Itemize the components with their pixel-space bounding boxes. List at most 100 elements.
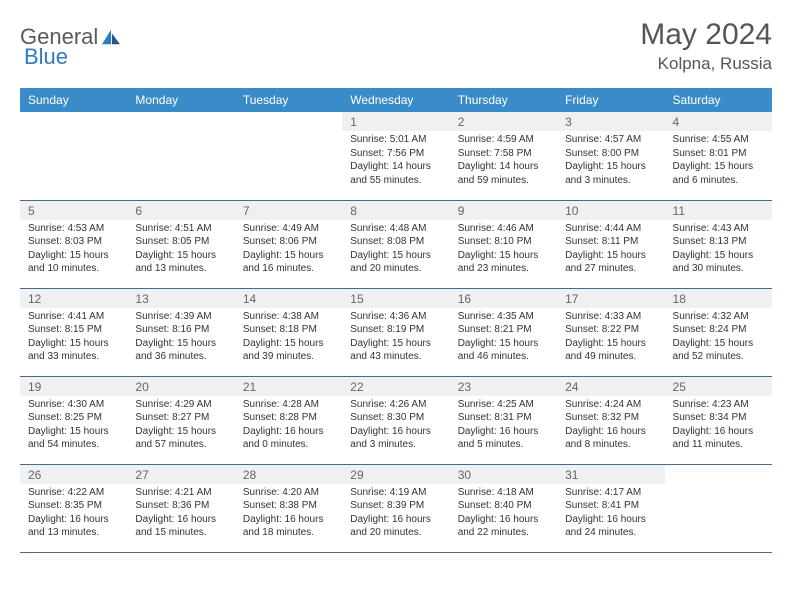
calendar-week-row: 1Sunrise: 5:01 AMSunset: 7:56 PMDaylight… bbox=[20, 112, 772, 200]
day-number: 27 bbox=[127, 465, 234, 484]
sunset-text: Sunset: 8:13 PM bbox=[673, 235, 764, 249]
sunset-text: Sunset: 8:22 PM bbox=[565, 323, 656, 337]
day-number: 1 bbox=[342, 112, 449, 131]
weekday-header: Saturday bbox=[665, 88, 772, 112]
calendar-day-cell: 18Sunrise: 4:32 AMSunset: 8:24 PMDayligh… bbox=[665, 288, 772, 376]
day-content: Sunrise: 4:24 AMSunset: 8:32 PMDaylight:… bbox=[557, 396, 664, 456]
daylight-text: Daylight: 15 hours and 23 minutes. bbox=[458, 249, 549, 276]
calendar-day-cell: 31Sunrise: 4:17 AMSunset: 8:41 PMDayligh… bbox=[557, 464, 664, 552]
day-content: Sunrise: 4:41 AMSunset: 8:15 PMDaylight:… bbox=[20, 308, 127, 368]
day-number: 17 bbox=[557, 289, 664, 308]
day-content: Sunrise: 4:48 AMSunset: 8:08 PMDaylight:… bbox=[342, 220, 449, 280]
day-content: Sunrise: 4:36 AMSunset: 8:19 PMDaylight:… bbox=[342, 308, 449, 368]
daylight-text: Daylight: 15 hours and 43 minutes. bbox=[350, 337, 441, 364]
day-number: 30 bbox=[450, 465, 557, 484]
daylight-text: Daylight: 15 hours and 20 minutes. bbox=[350, 249, 441, 276]
daylight-text: Daylight: 16 hours and 13 minutes. bbox=[28, 513, 119, 540]
daylight-text: Daylight: 16 hours and 8 minutes. bbox=[565, 425, 656, 452]
daylight-text: Daylight: 14 hours and 59 minutes. bbox=[458, 160, 549, 187]
daylight-text: Daylight: 15 hours and 16 minutes. bbox=[243, 249, 334, 276]
daylight-text: Daylight: 15 hours and 39 minutes. bbox=[243, 337, 334, 364]
sunrise-text: Sunrise: 4:57 AM bbox=[565, 133, 656, 147]
daylight-text: Daylight: 15 hours and 10 minutes. bbox=[28, 249, 119, 276]
calendar-day-cell: 15Sunrise: 4:36 AMSunset: 8:19 PMDayligh… bbox=[342, 288, 449, 376]
calendar-week-row: 26Sunrise: 4:22 AMSunset: 8:35 PMDayligh… bbox=[20, 464, 772, 552]
day-content: Sunrise: 4:59 AMSunset: 7:58 PMDaylight:… bbox=[450, 131, 557, 191]
day-number: 26 bbox=[20, 465, 127, 484]
sunset-text: Sunset: 8:10 PM bbox=[458, 235, 549, 249]
calendar-week-row: 5Sunrise: 4:53 AMSunset: 8:03 PMDaylight… bbox=[20, 200, 772, 288]
calendar-day-cell: 30Sunrise: 4:18 AMSunset: 8:40 PMDayligh… bbox=[450, 464, 557, 552]
day-content: Sunrise: 4:32 AMSunset: 8:24 PMDaylight:… bbox=[665, 308, 772, 368]
sunrise-text: Sunrise: 4:19 AM bbox=[350, 486, 441, 500]
daylight-text: Daylight: 16 hours and 11 minutes. bbox=[673, 425, 764, 452]
daylight-text: Daylight: 15 hours and 52 minutes. bbox=[673, 337, 764, 364]
day-content: Sunrise: 4:20 AMSunset: 8:38 PMDaylight:… bbox=[235, 484, 342, 544]
day-content: Sunrise: 4:23 AMSunset: 8:34 PMDaylight:… bbox=[665, 396, 772, 456]
day-content: Sunrise: 5:01 AMSunset: 7:56 PMDaylight:… bbox=[342, 131, 449, 191]
calendar-day-cell: 21Sunrise: 4:28 AMSunset: 8:28 PMDayligh… bbox=[235, 376, 342, 464]
calendar-day-cell: 3Sunrise: 4:57 AMSunset: 8:00 PMDaylight… bbox=[557, 112, 664, 200]
calendar-day-cell: 16Sunrise: 4:35 AMSunset: 8:21 PMDayligh… bbox=[450, 288, 557, 376]
calendar-day-cell bbox=[127, 112, 234, 200]
daylight-text: Daylight: 16 hours and 22 minutes. bbox=[458, 513, 549, 540]
sunset-text: Sunset: 8:35 PM bbox=[28, 499, 119, 513]
calendar-day-cell bbox=[20, 112, 127, 200]
calendar-day-cell: 17Sunrise: 4:33 AMSunset: 8:22 PMDayligh… bbox=[557, 288, 664, 376]
daylight-text: Daylight: 15 hours and 6 minutes. bbox=[673, 160, 764, 187]
calendar-day-cell bbox=[235, 112, 342, 200]
daylight-text: Daylight: 15 hours and 36 minutes. bbox=[135, 337, 226, 364]
day-number: 24 bbox=[557, 377, 664, 396]
day-number: 5 bbox=[20, 201, 127, 220]
day-number: 13 bbox=[127, 289, 234, 308]
calendar-day-cell: 20Sunrise: 4:29 AMSunset: 8:27 PMDayligh… bbox=[127, 376, 234, 464]
daylight-text: Daylight: 16 hours and 5 minutes. bbox=[458, 425, 549, 452]
day-content: Sunrise: 4:35 AMSunset: 8:21 PMDaylight:… bbox=[450, 308, 557, 368]
sunrise-text: Sunrise: 4:26 AM bbox=[350, 398, 441, 412]
logo-sail-icon bbox=[100, 28, 122, 46]
calendar-day-cell: 2Sunrise: 4:59 AMSunset: 7:58 PMDaylight… bbox=[450, 112, 557, 200]
sunrise-text: Sunrise: 4:23 AM bbox=[673, 398, 764, 412]
sunset-text: Sunset: 8:03 PM bbox=[28, 235, 119, 249]
title-block: May 2024 Kolpna, Russia bbox=[640, 18, 772, 74]
sunset-text: Sunset: 8:19 PM bbox=[350, 323, 441, 337]
day-content: Sunrise: 4:44 AMSunset: 8:11 PMDaylight:… bbox=[557, 220, 664, 280]
day-number: 2 bbox=[450, 112, 557, 131]
logo-text-2: Blue bbox=[24, 44, 68, 69]
calendar-day-cell: 26Sunrise: 4:22 AMSunset: 8:35 PMDayligh… bbox=[20, 464, 127, 552]
daylight-text: Daylight: 15 hours and 57 minutes. bbox=[135, 425, 226, 452]
calendar-week-row: 12Sunrise: 4:41 AMSunset: 8:15 PMDayligh… bbox=[20, 288, 772, 376]
sunset-text: Sunset: 8:18 PM bbox=[243, 323, 334, 337]
sunset-text: Sunset: 8:31 PM bbox=[458, 411, 549, 425]
calendar-day-cell: 10Sunrise: 4:44 AMSunset: 8:11 PMDayligh… bbox=[557, 200, 664, 288]
daylight-text: Daylight: 15 hours and 33 minutes. bbox=[28, 337, 119, 364]
weekday-header: Monday bbox=[127, 88, 234, 112]
sunrise-text: Sunrise: 4:18 AM bbox=[458, 486, 549, 500]
sunrise-text: Sunrise: 4:24 AM bbox=[565, 398, 656, 412]
sunrise-text: Sunrise: 4:46 AM bbox=[458, 222, 549, 236]
calendar-day-cell: 12Sunrise: 4:41 AMSunset: 8:15 PMDayligh… bbox=[20, 288, 127, 376]
daylight-text: Daylight: 16 hours and 0 minutes. bbox=[243, 425, 334, 452]
day-content: Sunrise: 4:49 AMSunset: 8:06 PMDaylight:… bbox=[235, 220, 342, 280]
daylight-text: Daylight: 16 hours and 18 minutes. bbox=[243, 513, 334, 540]
sunrise-text: Sunrise: 4:33 AM bbox=[565, 310, 656, 324]
day-content: Sunrise: 4:46 AMSunset: 8:10 PMDaylight:… bbox=[450, 220, 557, 280]
day-content: Sunrise: 4:30 AMSunset: 8:25 PMDaylight:… bbox=[20, 396, 127, 456]
day-content: Sunrise: 4:21 AMSunset: 8:36 PMDaylight:… bbox=[127, 484, 234, 544]
sunset-text: Sunset: 8:25 PM bbox=[28, 411, 119, 425]
day-number: 7 bbox=[235, 201, 342, 220]
calendar-day-cell: 8Sunrise: 4:48 AMSunset: 8:08 PMDaylight… bbox=[342, 200, 449, 288]
weekday-header: Tuesday bbox=[235, 88, 342, 112]
sunset-text: Sunset: 8:28 PM bbox=[243, 411, 334, 425]
calendar-day-cell: 9Sunrise: 4:46 AMSunset: 8:10 PMDaylight… bbox=[450, 200, 557, 288]
day-number: 23 bbox=[450, 377, 557, 396]
day-number: 20 bbox=[127, 377, 234, 396]
sunrise-text: Sunrise: 4:17 AM bbox=[565, 486, 656, 500]
sunset-text: Sunset: 8:15 PM bbox=[28, 323, 119, 337]
day-number: 25 bbox=[665, 377, 772, 396]
sunrise-text: Sunrise: 4:48 AM bbox=[350, 222, 441, 236]
day-content: Sunrise: 4:53 AMSunset: 8:03 PMDaylight:… bbox=[20, 220, 127, 280]
calendar-day-cell: 27Sunrise: 4:21 AMSunset: 8:36 PMDayligh… bbox=[127, 464, 234, 552]
sunrise-text: Sunrise: 4:25 AM bbox=[458, 398, 549, 412]
calendar-day-cell: 24Sunrise: 4:24 AMSunset: 8:32 PMDayligh… bbox=[557, 376, 664, 464]
